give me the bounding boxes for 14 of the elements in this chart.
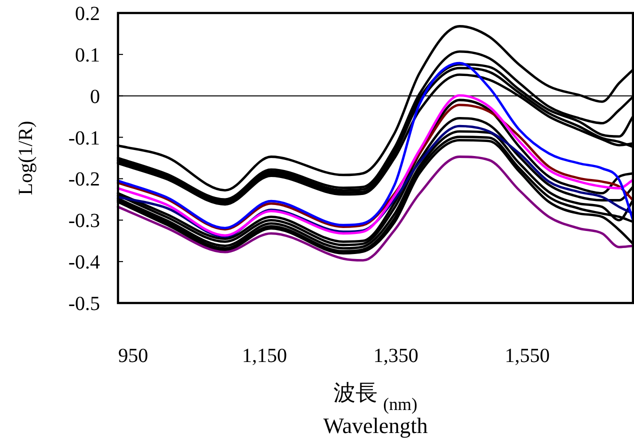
x-tick-label: 950 bbox=[118, 345, 148, 367]
x-tick-label: 1,150 bbox=[242, 345, 287, 367]
x-tick-label: 1,350 bbox=[373, 345, 418, 367]
y-tick-label: 0.2 bbox=[75, 3, 100, 25]
y-tick-label: -0.2 bbox=[68, 168, 100, 191]
y-tick-label: 0.1 bbox=[75, 44, 100, 66]
y-tick-label: -0.5 bbox=[68, 293, 100, 315]
x-axis-title: 波長 $_{(nm)}$ Wavelength bbox=[323, 380, 428, 438]
y-axis-title: Log(1/R) bbox=[15, 120, 37, 196]
y-tick-label: 0 bbox=[90, 86, 100, 108]
y-tick-label: -0.1 bbox=[68, 127, 100, 150]
y-tick-label: -0.3 bbox=[68, 210, 100, 232]
x-tick-label: 1,550 bbox=[504, 345, 550, 367]
y-tick-label: -0.4 bbox=[68, 252, 100, 274]
